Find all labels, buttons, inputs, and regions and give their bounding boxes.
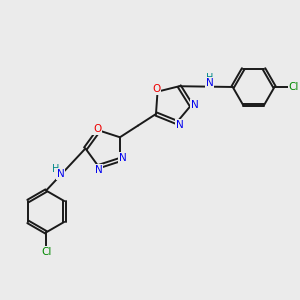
Text: N: N: [57, 169, 64, 179]
Text: H: H: [206, 73, 214, 83]
Text: H: H: [52, 164, 60, 174]
Text: O: O: [152, 85, 160, 94]
Text: N: N: [206, 78, 214, 88]
Text: Cl: Cl: [41, 247, 51, 257]
Text: N: N: [176, 119, 184, 130]
Text: Cl: Cl: [289, 82, 299, 92]
Text: N: N: [95, 165, 103, 175]
Text: N: N: [119, 153, 127, 163]
Text: O: O: [93, 124, 101, 134]
Text: N: N: [191, 100, 199, 110]
